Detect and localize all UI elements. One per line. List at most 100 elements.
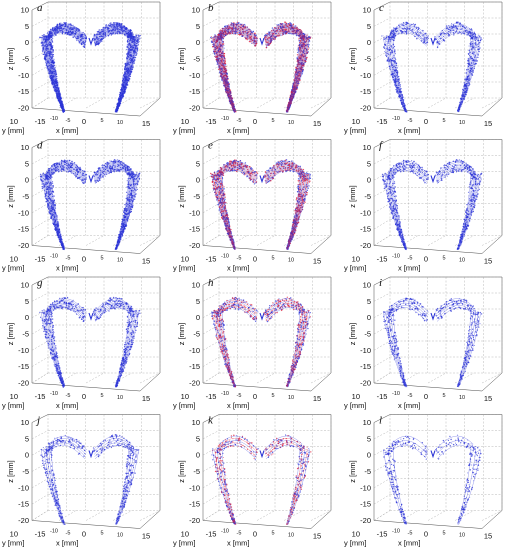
y-axis-title: y [mm] xyxy=(344,126,367,135)
gridline-side xyxy=(31,33,49,43)
data-point xyxy=(136,53,138,55)
data-point xyxy=(381,35,383,37)
x-tick-label: -10 xyxy=(221,116,229,122)
data-point xyxy=(451,23,453,25)
data-point xyxy=(385,54,387,56)
data-point xyxy=(216,63,218,65)
axis-x-line xyxy=(373,107,483,117)
gridline-side xyxy=(373,97,391,109)
y-tick-label: 10 xyxy=(352,117,360,126)
data-point xyxy=(383,46,385,48)
data-point xyxy=(394,49,396,51)
data-point xyxy=(82,45,85,48)
data-point xyxy=(105,24,107,26)
axis-floor-edge xyxy=(481,97,503,117)
data-point xyxy=(138,41,140,43)
gridline-side xyxy=(31,17,49,27)
data-point xyxy=(283,33,284,35)
data-point xyxy=(134,59,136,61)
z-tick-label: -20 xyxy=(18,104,29,113)
data-point xyxy=(54,67,56,69)
data-point xyxy=(478,48,480,50)
data-point xyxy=(307,48,310,50)
data-point xyxy=(133,62,135,64)
data-point xyxy=(53,35,55,37)
data-point xyxy=(470,56,472,57)
data-point xyxy=(126,86,128,88)
axis-x-line xyxy=(202,107,312,117)
x-tick-label: -10 xyxy=(50,116,58,122)
data-point xyxy=(52,45,54,47)
data-point xyxy=(288,32,291,35)
y-tick-label: -15 xyxy=(377,117,388,126)
data-point xyxy=(405,28,407,30)
data-point xyxy=(132,67,134,69)
gridline-floor xyxy=(427,97,447,109)
data-point xyxy=(303,33,306,36)
x-tick-label: 15 xyxy=(484,119,492,128)
gridline-floor xyxy=(283,97,304,109)
data-point xyxy=(473,42,475,44)
y-tick-label: 10 xyxy=(181,117,189,126)
data-point xyxy=(55,34,57,36)
data-point xyxy=(137,44,140,46)
data-point xyxy=(138,35,140,37)
data-point xyxy=(46,33,48,35)
data-point xyxy=(294,74,296,76)
data-point xyxy=(213,52,215,54)
data-point xyxy=(393,38,396,40)
data-point xyxy=(422,29,424,31)
data-point xyxy=(251,43,253,44)
data-point xyxy=(126,48,128,50)
data-point xyxy=(252,30,254,32)
data-point xyxy=(276,24,278,26)
data-point xyxy=(309,40,311,42)
point-cloud xyxy=(39,21,141,113)
data-point xyxy=(112,22,115,24)
data-point xyxy=(126,44,128,46)
data-point xyxy=(298,37,300,39)
gridline-floor xyxy=(31,97,49,109)
data-point xyxy=(393,27,395,29)
x-tick-label: 0 xyxy=(82,117,86,126)
data-point xyxy=(53,58,55,60)
z-tick-label: -10 xyxy=(360,71,371,80)
gridline-side xyxy=(202,81,220,92)
gridline-side xyxy=(202,65,220,76)
gridline-floor xyxy=(481,97,503,109)
x-tick-label: 5 xyxy=(271,118,274,124)
data-point xyxy=(60,22,62,24)
data-point xyxy=(223,37,225,39)
apex-marker xyxy=(88,37,94,46)
data-point xyxy=(72,24,74,26)
data-point xyxy=(41,50,44,52)
data-point xyxy=(78,41,81,44)
data-point xyxy=(468,45,470,47)
z-axis-title: z [mm] xyxy=(348,48,357,71)
data-point xyxy=(287,32,290,35)
data-point xyxy=(399,23,401,25)
x-tick-label: -5 xyxy=(408,118,413,124)
data-point xyxy=(265,46,268,49)
z-tick-label: -15 xyxy=(360,87,371,96)
data-point xyxy=(224,25,226,28)
data-point xyxy=(212,45,214,48)
z-tick-label: -10 xyxy=(189,71,200,80)
data-point xyxy=(293,76,295,78)
data-point xyxy=(115,21,117,24)
data-point xyxy=(56,75,58,78)
gridlines xyxy=(31,1,161,109)
data-point xyxy=(406,29,408,32)
z-tick-label: -20 xyxy=(189,104,200,113)
data-point xyxy=(445,25,448,27)
data-point xyxy=(220,78,222,80)
data-point xyxy=(477,56,479,59)
gridline-floor xyxy=(256,97,276,109)
x-axis-title: x [mm] xyxy=(398,126,421,135)
x-tick-label: -5 xyxy=(237,118,242,124)
data-point xyxy=(404,23,406,25)
gridline-side xyxy=(373,49,391,60)
data-point xyxy=(120,23,123,25)
data-point xyxy=(477,54,479,56)
